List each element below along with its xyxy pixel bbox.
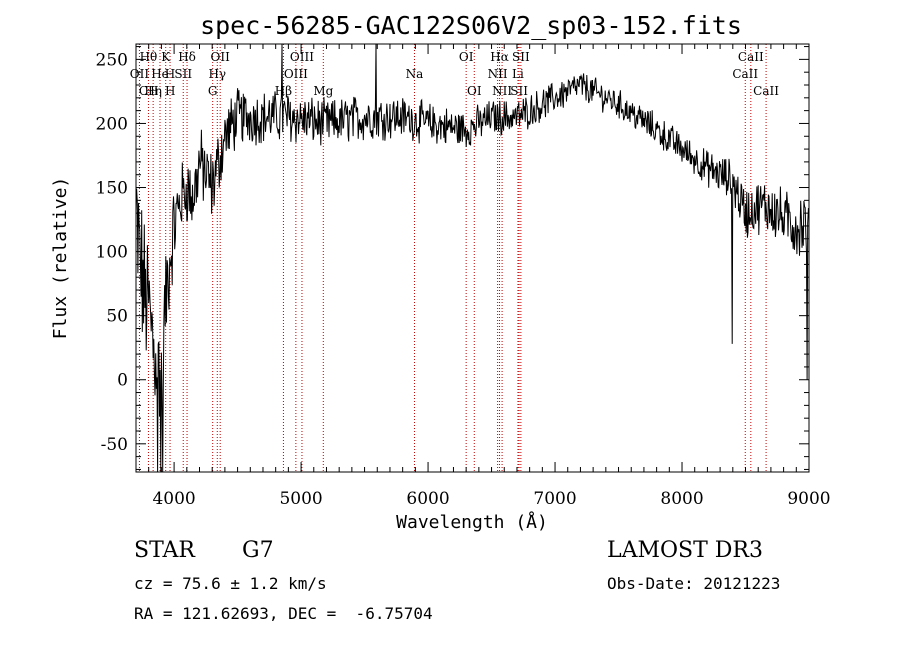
line-label: K — [161, 50, 171, 64]
plot-frame — [135, 43, 810, 473]
redshift-cz: cz = 75.6 ± 1.2 km/s — [134, 574, 327, 593]
line-label: CH — [139, 84, 159, 98]
y-tick-label: 250 — [96, 50, 128, 70]
x-tick-label: 6000 — [406, 489, 449, 509]
line-label: SII — [512, 50, 530, 64]
y-axis-label: Flux (relative) — [50, 177, 71, 340]
line-label: SII — [174, 67, 192, 81]
line-label: Hβ — [275, 84, 292, 98]
spectrum-line — [135, 43, 810, 473]
y-tick-label: -50 — [101, 435, 128, 455]
y-axis-ticks: -50 0 50 100 150 200 250 — [96, 46, 809, 470]
x-tick-label: 7000 — [533, 489, 576, 509]
line-label: He — [151, 67, 169, 81]
emission-line-markers — [138, 44, 767, 472]
line-label: Hθ — [140, 50, 158, 64]
line-label: OIII — [284, 67, 308, 81]
x-tick-label: 4000 — [152, 489, 195, 509]
line-label: G — [208, 84, 218, 98]
line-label: SII — [510, 84, 528, 98]
y-tick-label: 0 — [117, 371, 128, 391]
survey-name: LAMOST DR3 — [607, 538, 763, 563]
line-label: H — [165, 67, 175, 81]
line-label: OII — [211, 50, 231, 64]
line-label: CaII — [753, 84, 779, 98]
y-tick-label: 50 — [106, 307, 128, 327]
line-label: Hδ — [178, 50, 196, 64]
coordinates: RA = 121.62693, DEC = -6.75704 — [134, 604, 433, 623]
chart-title: spec-56285-GAC122S06V2_sp03-152.fits — [200, 11, 742, 40]
object-subclass: G7 — [242, 538, 274, 563]
line-label: CaII — [732, 67, 758, 81]
line-label: Hγ — [208, 67, 226, 81]
line-label: OI — [467, 84, 482, 98]
y-tick-label: 100 — [96, 243, 128, 263]
line-label: OII — [130, 67, 150, 81]
x-tick-label: 9000 — [787, 489, 830, 509]
line-label: Li — [512, 67, 524, 81]
line-label: NII — [488, 67, 508, 81]
x-axis-ticks: 4000 5000 6000 7000 8000 9000 — [135, 44, 831, 509]
observation-date: Obs-Date: 20121223 — [607, 574, 781, 593]
x-tick-label: 5000 — [279, 489, 322, 509]
line-label: Hα — [490, 50, 509, 64]
x-axis-label: Wavelength (Å) — [396, 511, 548, 533]
object-class: STAR — [134, 538, 195, 563]
y-tick-label: 150 — [96, 179, 128, 199]
line-label: H — [165, 84, 175, 98]
line-label: Na — [406, 67, 424, 81]
line-label: OI — [459, 50, 474, 64]
line-label: OIII — [290, 50, 314, 64]
x-tick-label: 8000 — [660, 489, 703, 509]
line-label: Hη — [144, 84, 162, 98]
line-label: NII — [492, 84, 512, 98]
y-tick-label: 200 — [96, 114, 128, 134]
line-label: CaII — [738, 50, 764, 64]
line-label: Mg — [313, 84, 333, 98]
